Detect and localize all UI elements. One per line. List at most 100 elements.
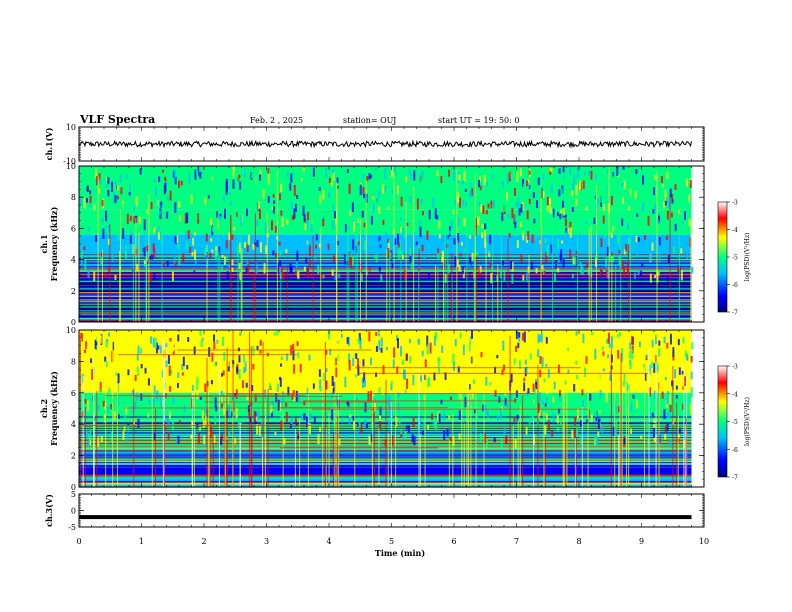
sferic-streak	[280, 272, 282, 322]
spectral-speckle	[390, 383, 393, 391]
spectral-speckle	[351, 202, 354, 212]
spectral-speckle	[412, 176, 415, 186]
spectral-speckle	[236, 366, 239, 373]
spectral-speckle	[173, 169, 176, 178]
sferic-streak	[354, 356, 356, 487]
spectral-speckle	[197, 433, 200, 445]
spectral-speckle	[588, 170, 591, 176]
spectral-speckle	[161, 370, 164, 378]
spectral-speckle	[569, 227, 572, 238]
spectral-speckle	[363, 336, 366, 342]
sferic-streak	[237, 178, 239, 322]
spectral-speckle	[104, 272, 107, 279]
spectral-speckle	[413, 231, 416, 241]
spectral-line	[79, 296, 692, 298]
spectral-speckle	[349, 414, 352, 418]
spectral-speckle	[529, 353, 532, 360]
spectral-speckle	[114, 195, 117, 204]
spectral-speckle	[437, 418, 440, 423]
y-axis-label: ch.1	[39, 234, 49, 253]
spectral-speckle	[636, 245, 639, 257]
spectral-speckle	[169, 385, 172, 392]
spectral-speckle	[190, 194, 193, 205]
spectral-speckle	[319, 379, 322, 390]
spectral-speckle	[228, 430, 231, 437]
spectral-speckle	[107, 177, 110, 184]
spectral-speckle	[511, 208, 514, 219]
spectral-line	[79, 438, 692, 440]
spectral-speckle	[153, 247, 156, 258]
spectral-speckle	[290, 418, 293, 429]
spectral-speckle	[183, 404, 186, 413]
spectral-speckle	[153, 273, 156, 281]
spectral-speckle	[615, 421, 618, 429]
spectral-speckle	[334, 357, 337, 366]
spectral-line	[79, 256, 692, 258]
spectral-speckle	[490, 393, 493, 397]
spectral-speckle	[285, 411, 288, 422]
sferic-streak	[324, 342, 326, 487]
y-tick-label: 8	[71, 357, 76, 366]
spectral-speckle	[665, 348, 668, 357]
spectral-speckle	[669, 333, 672, 345]
spectral-speckle	[688, 218, 691, 226]
spectral-speckle	[167, 354, 170, 364]
spectral-speckle	[244, 361, 247, 372]
spectral-speckle	[486, 409, 489, 418]
spectral-speckle	[405, 176, 408, 183]
spectral-speckle	[272, 206, 275, 214]
spectral-speckle	[527, 388, 530, 394]
spectral-speckle	[574, 416, 577, 426]
spectral-speckle	[573, 175, 576, 185]
spectral-speckle	[405, 354, 408, 361]
spectral-line	[79, 462, 692, 464]
spectral-speckle	[272, 194, 275, 198]
sferic-streak	[334, 332, 336, 487]
spectral-speckle	[225, 180, 228, 192]
spectral-speckle	[683, 376, 686, 386]
spectral-speckle	[665, 225, 668, 236]
spectral-speckle	[165, 343, 168, 348]
spectral-speckle	[567, 228, 570, 234]
spectral-speckle	[647, 215, 650, 226]
spectral-speckle	[155, 342, 158, 354]
spectral-speckle	[678, 428, 681, 434]
spectral-speckle	[617, 236, 620, 244]
spectral-speckle	[653, 274, 656, 279]
spectral-speckle	[232, 179, 235, 189]
spectral-speckle	[610, 195, 613, 206]
spectral-speckle	[167, 196, 170, 201]
spectral-speckle	[541, 362, 544, 369]
spectral-speckle	[238, 384, 241, 391]
spectral-speckle	[113, 192, 116, 203]
spectral-speckle	[569, 249, 572, 259]
spectral-speckle	[458, 174, 461, 181]
spectral-speckle	[308, 354, 311, 361]
sferic-streak	[82, 376, 84, 487]
spectral-speckle	[97, 243, 100, 249]
spectral-speckle	[243, 242, 246, 248]
spectral-speckle	[106, 338, 109, 342]
spectral-speckle	[594, 435, 597, 447]
spectral-speckle	[387, 238, 390, 243]
spectral-speckle	[650, 216, 653, 224]
spectral-speckle	[227, 361, 230, 372]
spectral-speckle	[320, 274, 323, 279]
spectral-line	[79, 320, 692, 322]
spectral-speckle	[471, 188, 474, 196]
sferic-streak	[405, 201, 407, 322]
spectral-speckle	[372, 331, 375, 337]
spectral-speckle	[539, 240, 542, 244]
spectral-speckle	[225, 256, 228, 263]
spectral-speckle	[247, 234, 250, 245]
spectral-speckle	[308, 259, 311, 268]
sferic-streak	[566, 334, 568, 487]
spectral-speckle	[607, 271, 610, 279]
spectral-speckle	[295, 422, 298, 427]
spectral-speckle	[514, 215, 517, 224]
sferic-streak	[644, 336, 646, 487]
spectral-speckle	[152, 399, 155, 404]
spectral-speckle	[382, 219, 385, 225]
spectral-speckle	[372, 203, 375, 214]
spectral-speckle	[664, 376, 667, 380]
